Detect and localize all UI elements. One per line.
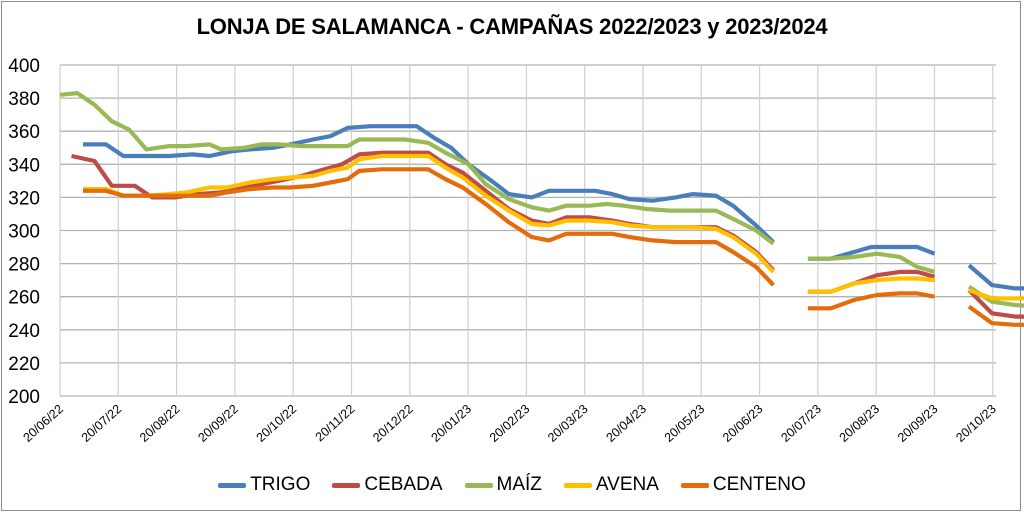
y-tick-label: 340 xyxy=(8,155,40,176)
x-tick-label: 20/04/23 xyxy=(603,402,649,445)
y-tick-label: 320 xyxy=(8,188,40,209)
chart-title: LONJA DE SALAMANCA - CAMPAÑAS 2022/2023 … xyxy=(196,14,828,39)
series-line-segment xyxy=(967,285,1024,308)
x-tick-label: 20/05/23 xyxy=(662,402,708,445)
x-tick-label: 20/06/22 xyxy=(20,402,66,445)
y-tick-label: 300 xyxy=(8,222,40,243)
legend-label: CEBADA xyxy=(364,474,443,495)
legend-swatch xyxy=(218,482,247,488)
x-tick-label: 20/08/23 xyxy=(837,402,883,445)
y-tick-label: 360 xyxy=(8,122,40,143)
x-tick-label: 20/12/22 xyxy=(370,402,416,445)
y-tick-label: 280 xyxy=(8,255,40,276)
legend-swatch xyxy=(563,482,592,488)
x-tick-label: 20/08/22 xyxy=(137,402,183,445)
x-tick-label: 20/09/23 xyxy=(895,402,941,445)
y-tick-label: 220 xyxy=(8,354,40,375)
y-tick-label: 400 xyxy=(8,56,40,77)
legend-item-maíz: MAÍZ xyxy=(464,474,542,496)
legend-swatch xyxy=(680,482,709,488)
legend: TRIGO CEBADA MAÍZ AVENA CENTENO xyxy=(0,474,1024,496)
series-line-segment xyxy=(807,291,935,311)
y-tick-label: 240 xyxy=(8,321,40,342)
series-lines xyxy=(59,90,1024,327)
x-tick-label: 20/01/23 xyxy=(429,402,475,445)
x-tick-label: 20/03/23 xyxy=(545,402,591,445)
legend-label: CENTENO xyxy=(712,474,806,495)
x-tick-label: 20/09/22 xyxy=(195,402,241,445)
y-axis-ticks: 200 220 240 260 280 300 320 340 360 380 400 xyxy=(8,56,40,408)
series-line-segment xyxy=(967,263,1024,291)
x-tick-label: 20/02/23 xyxy=(487,402,533,445)
x-tick-label: 20/11/22 xyxy=(313,402,358,444)
legend-item-trigo: TRIGO xyxy=(218,474,310,496)
y-tick-label: 260 xyxy=(8,288,40,309)
series-avena xyxy=(83,153,1024,301)
series-centeno xyxy=(83,167,1024,327)
y-tick-label: 200 xyxy=(8,387,40,408)
x-tick-label: 20/07/22 xyxy=(79,402,125,445)
series-line-segment xyxy=(807,251,936,274)
series-line-segment xyxy=(59,90,775,246)
x-tick-label: 20/07/23 xyxy=(778,402,824,445)
series-line-segment xyxy=(83,153,775,274)
series-line-segment xyxy=(83,124,775,244)
x-tick-label: 20/10/23 xyxy=(953,402,999,445)
y-tick-label: 380 xyxy=(8,89,40,110)
series-maíz xyxy=(59,90,1024,308)
series-line-segment xyxy=(807,276,935,294)
legend-label: TRIGO xyxy=(250,474,311,495)
series-line-segment xyxy=(83,167,775,287)
x-tick-label: 20/10/22 xyxy=(254,402,300,445)
gridlines xyxy=(59,64,996,397)
legend-item-cebada: CEBADA xyxy=(332,474,443,496)
legend-swatch xyxy=(332,482,361,488)
x-axis-ticks: 20/06/22 20/07/22 20/08/22 20/09/22 20/10/22… xyxy=(20,402,998,445)
legend-item-centeno: CENTENO xyxy=(680,474,806,496)
series-trigo xyxy=(83,124,1024,291)
legend-label: AVENA xyxy=(595,474,659,495)
x-tick-label: 20/06/23 xyxy=(720,402,766,445)
legend-swatch xyxy=(464,482,493,488)
legend-item-avena: AVENA xyxy=(563,474,659,496)
legend-label: MAÍZ xyxy=(496,474,542,495)
